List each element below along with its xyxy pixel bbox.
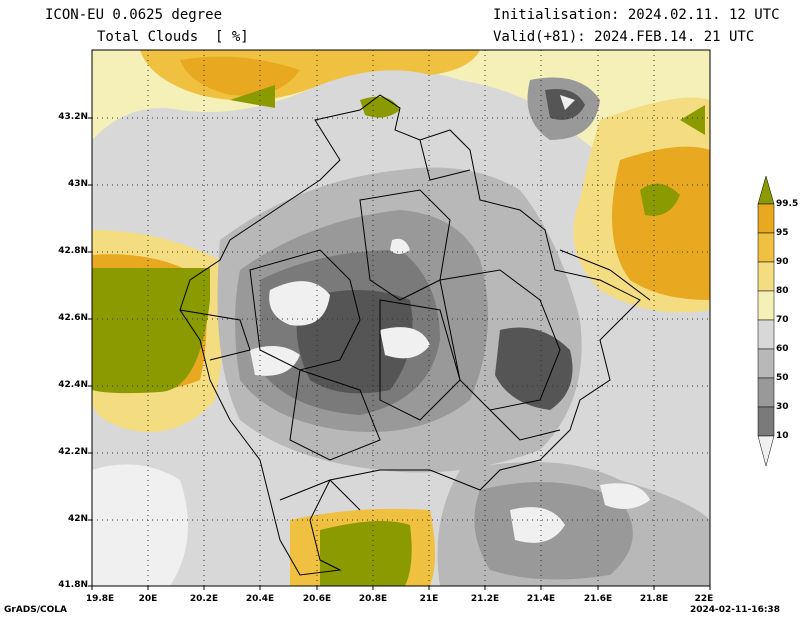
colorbar-label: 80	[776, 286, 789, 296]
lon-label: 21.4E	[526, 594, 556, 604]
footer-timestamp: 2024-02-11-16:38	[690, 605, 780, 615]
cloud-field	[92, 50, 710, 586]
colorbar	[757, 175, 775, 467]
colorbar-swatch	[757, 203, 775, 234]
lon-label: 20.6E	[302, 594, 332, 604]
footer-credit: GrADS/COLA	[4, 605, 67, 615]
lat-label: 42.6N	[58, 313, 88, 323]
colorbar-swatch	[757, 348, 775, 379]
lat-label: 42N	[67, 514, 88, 524]
borders	[179, 94, 651, 576]
lon-label: 22E	[694, 594, 714, 604]
lat-label: 43.2N	[58, 112, 88, 122]
colorbar-swatch	[757, 406, 775, 437]
map-frame	[91, 49, 711, 587]
colorbar-swatch	[757, 319, 775, 350]
lon-label: 21.8E	[639, 594, 669, 604]
lon-label: 19.8E	[85, 594, 115, 604]
colorbar-label: 50	[776, 373, 789, 383]
valid-time: Valid(+81): 2024.FEB.14. 21 UTC	[493, 29, 755, 45]
lat-label: 42.2N	[58, 447, 88, 457]
colorbar-label: 99.5	[776, 199, 799, 209]
colorbar-swatch-top	[757, 175, 775, 205]
colorbar-swatch-bottom	[757, 435, 775, 467]
lon-label: 21E	[419, 594, 439, 604]
axis-ticks	[88, 117, 711, 590]
lon-label: 20E	[138, 594, 158, 604]
init-time: Initialisation: 2024.02.11. 12 UTC	[493, 7, 780, 23]
lon-label: 20.2E	[189, 594, 219, 604]
lat-label: 41.8N	[58, 580, 88, 590]
colorbar-swatch	[757, 232, 775, 263]
colorbar-label: 30	[776, 402, 789, 412]
colorbar-label: 95	[776, 228, 789, 238]
field-title: Total Clouds [ %]	[97, 29, 249, 45]
grid-lines	[92, 50, 710, 586]
lat-label: 42.8N	[58, 246, 88, 256]
colorbar-label: 60	[776, 344, 789, 354]
colorbar-label: 90	[776, 257, 789, 267]
model-title: ICON-EU 0.0625 degree	[45, 7, 223, 23]
lat-label: 43N	[67, 179, 88, 189]
colorbar-swatch	[757, 261, 775, 292]
colorbar-swatch	[757, 290, 775, 321]
lat-label: 42.4N	[58, 380, 88, 390]
colorbar-label: 70	[776, 315, 789, 325]
lon-label: 21.6E	[583, 594, 613, 604]
lon-label: 20.4E	[245, 594, 275, 604]
colorbar-swatch	[757, 377, 775, 408]
lon-label: 21.2E	[470, 594, 500, 604]
colorbar-label: 10	[776, 431, 789, 441]
lon-label: 20.8E	[358, 594, 388, 604]
